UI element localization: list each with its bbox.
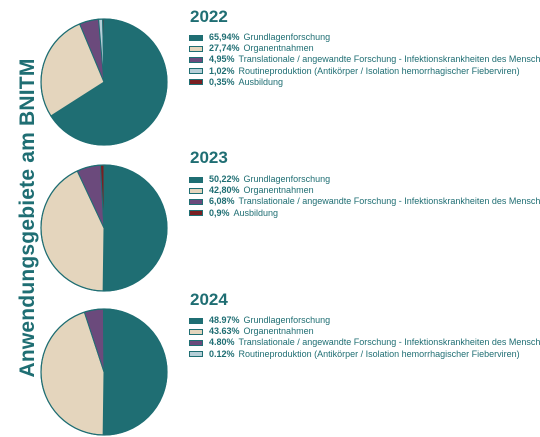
legend-swatch [189, 340, 203, 346]
legend-value: 50,22% [209, 174, 240, 184]
legend-label: Ausbildung [233, 207, 279, 218]
legend-label: Grundlagenforschung [243, 315, 331, 325]
legend-item: 1,02% Routineproduktion (Antikörper / Iso… [189, 66, 540, 77]
legend-value: 48.97% [209, 315, 240, 325]
legend-label: Grundlagenforschung [243, 32, 331, 42]
legend-item: 4.80% Translationale / angewandte Forschu… [189, 337, 540, 348]
legend-swatch [189, 351, 203, 358]
pie-slice-2023-grundlagenforschung [102, 164, 168, 292]
legend-label: Translationale / angewandte Forschung - … [238, 196, 540, 207]
legend-label: Translationale / angewandte Forschung - … [238, 337, 540, 348]
legend-label: Translationale / angewandte Forschung - … [238, 54, 540, 65]
pie-outline-2022 [40, 18, 168, 146]
year-title-2023: 2023 [190, 148, 228, 167]
legend-item: 43.63% Organentnahmen [189, 326, 540, 337]
legend-value: 65,94% [209, 32, 240, 42]
legend-2024: 48.97% Grundlagenforschung 43.63% Organentn… [189, 315, 540, 360]
legend-swatch [189, 34, 203, 41]
legend-item: 0.12% Routineproduktion (Antikörper / Iso… [189, 349, 540, 360]
pie-outline-2023 [40, 164, 168, 292]
legend-label: Ausbildung [238, 76, 284, 87]
legend-value: 1,02% [209, 65, 235, 76]
legend-swatch [189, 328, 203, 335]
legend-swatch [189, 79, 203, 86]
legend-label: Routineproduktion (Antikörper / Isolatio… [238, 65, 520, 76]
legend-value: 0,9% [209, 207, 230, 218]
legend-label: Grundlagenforschung [243, 174, 331, 184]
legend-swatch [189, 45, 203, 52]
legend-swatch [189, 57, 203, 63]
legend-value: 0,35% [209, 76, 235, 87]
legend-value: 27,74% [209, 43, 240, 54]
legend-value: 43.63% [209, 326, 240, 337]
legend-value: 4,95% [209, 54, 235, 65]
legend-item: 42,80% Organentnahmen [189, 185, 540, 196]
legend-value: 4.80% [209, 337, 235, 348]
legend-swatch [189, 317, 203, 324]
legend-item: 0,35% Ausbildung [189, 77, 540, 88]
legend-label: Organentnahmen [243, 43, 314, 54]
legend-value: 6,08% [209, 196, 235, 207]
legend-item: 4,95% Translationale / angewandte Forschu… [189, 54, 540, 65]
legend-swatch [189, 210, 203, 217]
legend-swatch [189, 187, 203, 194]
legend-item: 6,08% Translationale / angewandte Forschu… [189, 196, 540, 207]
legend-item: 65,94% Grundlagenforschung [189, 32, 540, 43]
legend-item: 27,74% Organentnahmen [189, 43, 540, 54]
legend-swatch [189, 68, 203, 75]
legend-label: Routineproduktion (Antikörper / Isolatio… [238, 348, 520, 359]
legend-value: 42,80% [209, 185, 240, 196]
legend-swatch [189, 176, 203, 183]
legend-2022: 65,94% Grundlagenforschung 27,74% Organentn… [189, 32, 540, 88]
pie-slice-2024-grundlagenforschung [102, 308, 168, 436]
legend-swatch [189, 199, 203, 205]
legend-item: 0,9% Ausbildung [189, 208, 540, 219]
legend-label: Organentnahmen [243, 185, 314, 196]
legend-2023: 50,22% Grundlagenforschung 42,80% Organentn… [189, 174, 540, 219]
year-title-2024: 2024 [190, 290, 228, 309]
legend-item: 50,22% Grundlagenforschung [189, 174, 540, 185]
year-title-2022: 2022 [190, 7, 228, 26]
legend-label: Organentnahmen [243, 326, 314, 337]
legend-value: 0.12% [209, 348, 235, 359]
pie-outline-2024 [40, 308, 168, 436]
legend-item: 48.97% Grundlagenforschung [189, 315, 540, 326]
